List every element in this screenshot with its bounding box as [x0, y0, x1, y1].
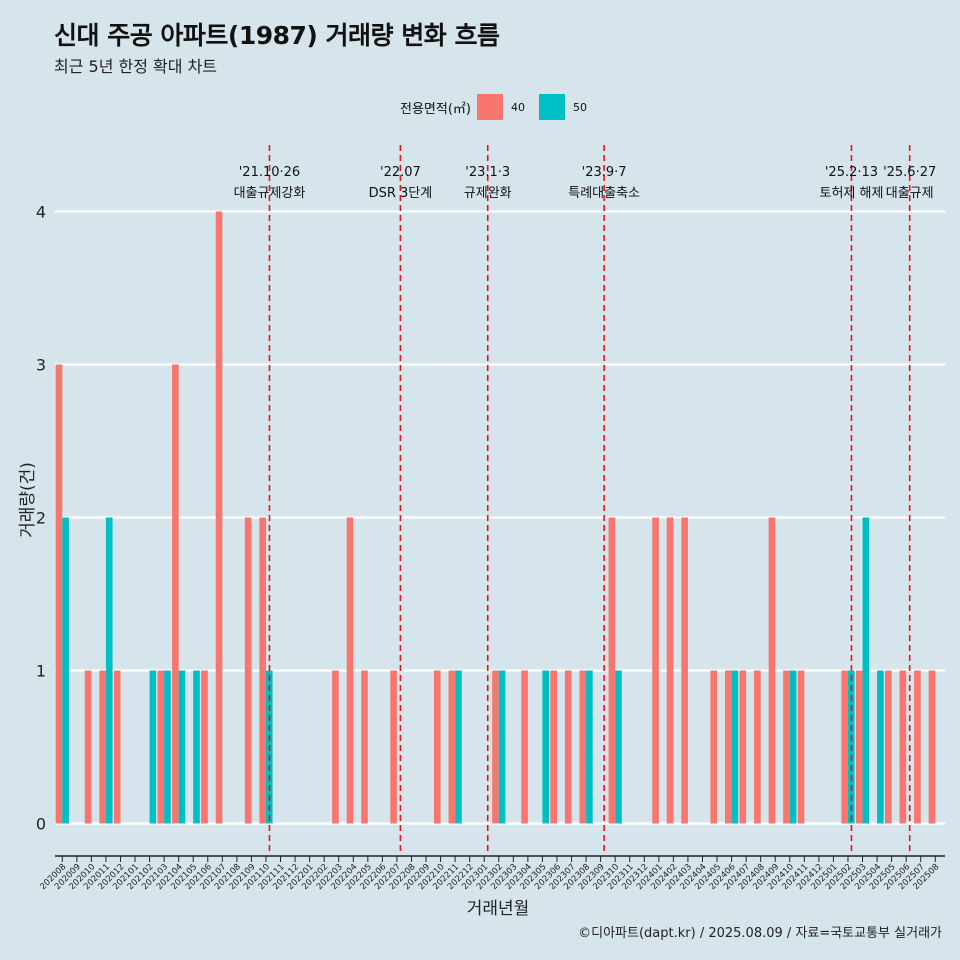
bar-40-202106 [201, 670, 208, 824]
event-date-5: '25.2·13 [825, 165, 878, 180]
legend-label-40: 40 [510, 100, 525, 114]
y-axis-title: 거래량(건) [18, 462, 38, 538]
bar-40-202308 [579, 670, 587, 824]
legend-swatch-40 [476, 94, 503, 120]
event-label-6: 대출규제 [886, 186, 934, 201]
bar-40-202306 [550, 670, 557, 824]
bar-50-202011 [105, 517, 113, 824]
y-tick-label-2: 2 [36, 509, 46, 528]
bar-50-202103 [164, 670, 171, 824]
bar-40-202411 [797, 670, 805, 824]
bar-40-202409 [768, 517, 776, 824]
bar-40-202401 [652, 517, 659, 824]
bar-50-202503 [862, 517, 870, 824]
bar-50-202504 [877, 670, 884, 824]
bar-40-202508 [928, 670, 936, 824]
bar-50-202310 [615, 670, 622, 824]
bar-50-202302 [498, 670, 506, 824]
event-label-1: 대출규제강화 [234, 186, 306, 201]
bar-40-202107 [215, 211, 223, 824]
bar-50-202308 [586, 670, 593, 824]
event-date-1: '21.10·26 [239, 165, 300, 180]
y-tick-label-4: 4 [36, 203, 46, 222]
event-label-3: 규제완화 [464, 186, 512, 201]
legend-swatch-50 [538, 94, 565, 120]
bar-40-202505 [885, 670, 892, 824]
chart-subtitle: 최근 5년 한정 확대 차트 [54, 57, 218, 76]
bar-50-202105 [193, 670, 200, 824]
bar-40-202211 [448, 670, 456, 824]
bar-40-202204 [346, 517, 354, 824]
bar-40-202507 [914, 670, 921, 824]
event-label-2: DSR 3단계 [369, 186, 433, 201]
bar-40-202104 [172, 364, 179, 824]
bar-40-202506 [899, 670, 907, 824]
bar-50-202410 [789, 670, 797, 824]
bar-50-202305 [542, 670, 550, 824]
bar-40-202110 [259, 517, 266, 824]
bar-40-202205 [361, 670, 368, 824]
bar-50-202211 [455, 670, 462, 824]
event-date-6: '25.6·27 [883, 165, 936, 180]
event-label-5: 토허제 해제 [820, 186, 884, 201]
y-tick-label-3: 3 [36, 356, 46, 375]
bar-40-202405 [710, 670, 718, 824]
event-date-4: '23.9·7 [582, 165, 627, 180]
y-tick-label-1: 1 [36, 662, 46, 681]
bar-50-202102 [149, 670, 157, 824]
event-date-2: '22.07 [380, 165, 421, 180]
bar-40-202407 [739, 670, 747, 824]
bar-40-202302 [492, 670, 499, 824]
y-tick-label-0: 0 [36, 815, 46, 834]
chart-title: 신대 주공 아파트(1987) 거래량 변화 흐름 [54, 21, 500, 50]
bar-40-202410 [783, 670, 790, 824]
bar-50-202406 [731, 670, 739, 824]
event-label-4: 특례대출축소 [568, 186, 640, 201]
bar-40-202403 [681, 517, 688, 824]
bar-40-202402 [666, 517, 674, 824]
bar-40-202408 [754, 670, 761, 824]
bar-50-202008 [62, 517, 69, 824]
source-caption: ©디아파트(dapt.kr) / 2025.08.09 / 자료=국토교통부 실… [578, 926, 942, 941]
bar-40-202109 [244, 517, 252, 824]
legend-title: 전용면적(㎡) [400, 101, 471, 117]
bar-40-202207 [390, 670, 397, 824]
bar-40-202310 [608, 517, 616, 824]
bar-40-202012 [113, 670, 121, 824]
bar-50-202104 [178, 670, 186, 824]
legend: 전용면적(㎡) 40 50 [400, 93, 601, 121]
x-axis-title: 거래년월 [467, 899, 530, 919]
bar-40-202406 [724, 670, 732, 824]
bar-40-202503 [855, 670, 863, 824]
bar-40-202307 [564, 670, 572, 824]
bar-40-202008 [55, 364, 63, 824]
bar-40-202502 [841, 670, 848, 824]
legend-label-50: 50 [572, 100, 587, 114]
bar-40-202103 [157, 670, 165, 824]
bar-40-202011 [99, 670, 106, 824]
bar-40-202304 [521, 670, 528, 824]
bar-40-202210 [433, 670, 441, 824]
event-date-3: '23.1·3 [465, 165, 510, 180]
bar-40-202203 [332, 670, 339, 824]
bar-40-202010 [84, 670, 92, 824]
